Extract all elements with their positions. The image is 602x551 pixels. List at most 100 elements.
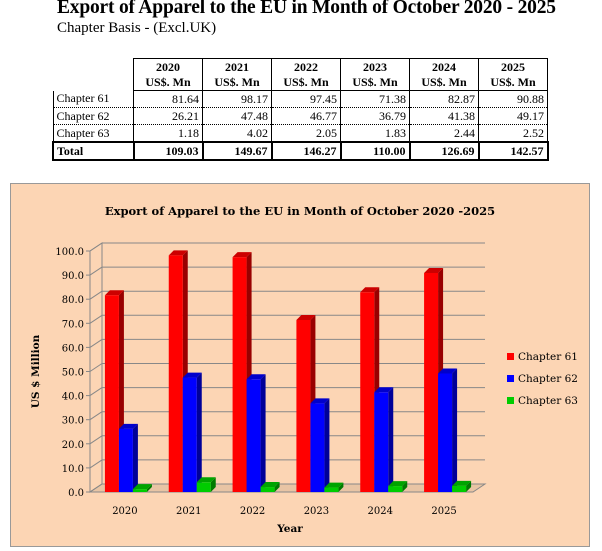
table-cell: 47.48 bbox=[202, 107, 272, 125]
bar-chapter-63 bbox=[324, 487, 339, 492]
bar-top bbox=[296, 314, 316, 320]
bar-top bbox=[374, 387, 394, 393]
table-cell: 2.05 bbox=[271, 124, 341, 143]
bar-chapter-62 bbox=[374, 392, 389, 492]
x-tick-label: 2022 bbox=[240, 506, 265, 517]
bar-side bbox=[466, 480, 472, 492]
chart-title: Export of Apparel to the EU in Month of … bbox=[105, 204, 495, 218]
table-cell: 2.44 bbox=[409, 124, 479, 143]
bar-side bbox=[324, 398, 330, 492]
table-cell: 149.67 bbox=[201, 141, 273, 161]
legend-swatch bbox=[507, 353, 514, 360]
table-cell: 142.57 bbox=[477, 141, 549, 161]
bar-top bbox=[168, 250, 188, 256]
bar-side bbox=[402, 481, 408, 492]
x-axis-label: Year bbox=[276, 523, 303, 535]
bar-side bbox=[132, 423, 138, 492]
x-tick-label: 2023 bbox=[304, 506, 329, 517]
y-tick-label: 100.0 bbox=[55, 247, 84, 258]
column-header: 2024 US$. Mn bbox=[409, 58, 479, 91]
y-tick-label: 40.0 bbox=[62, 392, 84, 403]
column-header: 2025 US$. Mn bbox=[478, 58, 548, 91]
bar-chart: Export of Apparel to the EU in Month of … bbox=[30, 204, 578, 535]
table-header-row: 2020 US$. Mn 2021 US$. Mn 2022 US$. Mn 2023… bbox=[53, 58, 548, 91]
table-cell: 26.21 bbox=[133, 107, 203, 125]
bar-top bbox=[118, 423, 138, 429]
bar-side bbox=[274, 482, 280, 492]
bar-side bbox=[146, 484, 152, 492]
y-axis-label: US $ Million bbox=[30, 334, 42, 408]
y-tick-label: 60.0 bbox=[62, 343, 84, 354]
legend-swatch bbox=[507, 375, 514, 382]
table-cell: 2.52 bbox=[478, 124, 548, 143]
table-row: Chapter 61 81.64 98.17 97.45 71.38 82.87 90.88 bbox=[52, 90, 548, 108]
bar-side bbox=[210, 477, 216, 492]
table-cell: 49.17 bbox=[478, 107, 548, 125]
bar-side bbox=[338, 482, 344, 492]
gridline-side bbox=[89, 363, 103, 372]
bar-top bbox=[196, 477, 216, 483]
page-title: Export of Apparel to the EU in Month of … bbox=[57, 0, 556, 18]
bar-side bbox=[388, 387, 394, 492]
y-tick-label: 20.0 bbox=[62, 440, 84, 451]
bar-top bbox=[324, 482, 344, 488]
column-header: 2020 US$. Mn bbox=[133, 58, 203, 91]
table-cell: 82.87 bbox=[409, 90, 479, 108]
gridline-side bbox=[89, 459, 103, 469]
table-cell: 126.69 bbox=[408, 141, 480, 161]
bar-top bbox=[260, 482, 280, 488]
bar-top bbox=[246, 374, 266, 380]
bar-chapter-63 bbox=[260, 487, 275, 492]
gridline-side bbox=[89, 387, 103, 397]
gridline-side bbox=[89, 266, 103, 276]
gridline-side bbox=[89, 435, 103, 445]
table-cell: 41.38 bbox=[409, 107, 479, 125]
bar-top bbox=[132, 484, 152, 490]
bar-top bbox=[232, 252, 252, 258]
total-row: Total 109.03 149.67 146.27 110.00 126.69 142.5… bbox=[52, 141, 549, 161]
table-cell: 1.83 bbox=[340, 124, 410, 143]
bar-chapter-62 bbox=[310, 403, 325, 492]
gridline-side bbox=[89, 338, 103, 348]
table-cell: 109.03 bbox=[132, 141, 204, 161]
legend-label: Chapter 63 bbox=[518, 395, 578, 407]
bar-top bbox=[452, 480, 472, 486]
bar-top bbox=[360, 287, 380, 293]
y-tick-label: 90.0 bbox=[62, 271, 84, 282]
bar-chapter-62 bbox=[438, 373, 453, 492]
legend-label: Chapter 62 bbox=[518, 373, 578, 385]
table-cell: 81.64 bbox=[133, 90, 203, 108]
x-tick-label: 2020 bbox=[112, 506, 137, 517]
table-cell: 110.00 bbox=[339, 141, 411, 161]
bar-top bbox=[438, 368, 458, 374]
bar-top bbox=[104, 290, 124, 296]
table-cell: 97.45 bbox=[271, 90, 341, 108]
bar-side bbox=[452, 368, 458, 492]
page-subtitle: Chapter Basis - (Excl.UK) bbox=[57, 20, 217, 36]
table-cell: 46.77 bbox=[271, 107, 341, 125]
bar-top bbox=[388, 481, 408, 487]
y-tick-label: 30.0 bbox=[62, 416, 84, 427]
legend-label: Chapter 61 bbox=[518, 351, 578, 363]
y-tick-label: 80.0 bbox=[62, 295, 84, 306]
column-header: 2021 US$. Mn bbox=[202, 58, 272, 91]
bar-chapter-61 bbox=[296, 319, 311, 492]
y-tick-label: 50.0 bbox=[62, 368, 84, 379]
bar-chapter-62 bbox=[118, 428, 133, 492]
table-row: Chapter 63 1.18 4.02 2.05 1.83 2.44 2.52 bbox=[52, 124, 548, 143]
chart-container: Export of Apparel to the EU in Month of … bbox=[10, 183, 590, 547]
row-label: Chapter 62 bbox=[52, 107, 134, 125]
bar-chapter-61 bbox=[168, 255, 183, 492]
data-table: 2020 US$. Mn 2021 US$. Mn 2022 US$. Mn 2023… bbox=[52, 58, 549, 161]
gridline-side bbox=[89, 290, 103, 300]
x-tick-label: 2025 bbox=[431, 506, 456, 517]
x-tick-label: 2021 bbox=[176, 506, 201, 517]
table-cell: 36.79 bbox=[340, 107, 410, 125]
bar-chapter-61 bbox=[360, 292, 375, 492]
bar-chapter-61 bbox=[104, 295, 119, 492]
y-tick-label: 0.0 bbox=[68, 488, 84, 499]
bar-top bbox=[310, 398, 330, 404]
table-row: Chapter 62 26.21 47.48 46.77 36.79 41.38 49.17 bbox=[52, 107, 548, 125]
row-label: Total bbox=[52, 141, 135, 161]
bar-top bbox=[424, 267, 444, 273]
